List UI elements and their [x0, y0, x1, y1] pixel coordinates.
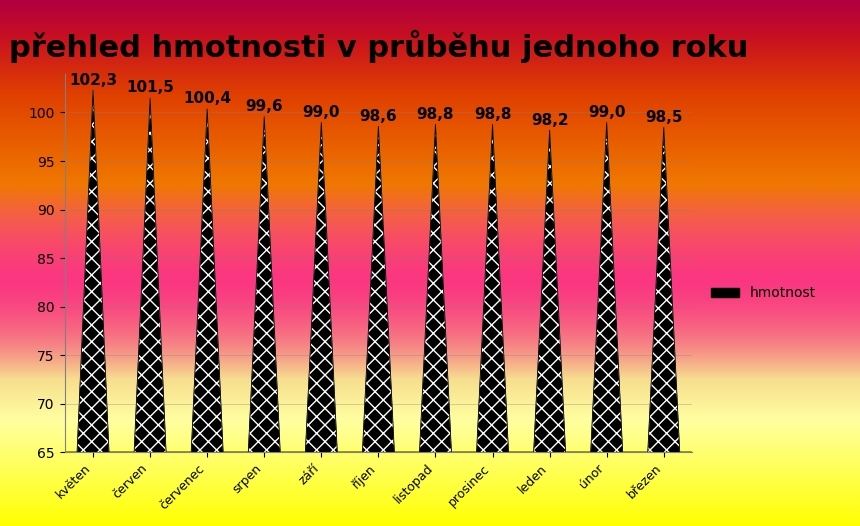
Polygon shape [134, 98, 166, 452]
Title: přehled hmotnosti v průběhu jednoho roku: přehled hmotnosti v průběhu jednoho roku [9, 30, 748, 63]
Text: 98,6: 98,6 [359, 109, 397, 124]
Polygon shape [648, 127, 679, 452]
Polygon shape [77, 90, 109, 452]
Text: 99,0: 99,0 [303, 105, 340, 120]
Polygon shape [420, 124, 452, 452]
Text: 98,5: 98,5 [645, 109, 683, 125]
Text: 100,4: 100,4 [183, 91, 231, 106]
Polygon shape [191, 108, 223, 452]
Polygon shape [305, 122, 337, 452]
Text: 98,8: 98,8 [417, 107, 454, 122]
Polygon shape [534, 130, 566, 452]
Polygon shape [591, 122, 623, 452]
Text: 99,6: 99,6 [245, 99, 283, 114]
Bar [64, 452, 692, 458]
Text: 98,8: 98,8 [474, 107, 512, 122]
Polygon shape [249, 116, 280, 452]
Polygon shape [362, 126, 395, 452]
Text: 102,3: 102,3 [69, 73, 117, 88]
Polygon shape [476, 124, 508, 452]
Text: 98,2: 98,2 [531, 113, 568, 127]
Text: 99,0: 99,0 [588, 105, 625, 120]
Text: 101,5: 101,5 [126, 80, 174, 96]
Legend: hmotnost: hmotnost [705, 281, 821, 306]
